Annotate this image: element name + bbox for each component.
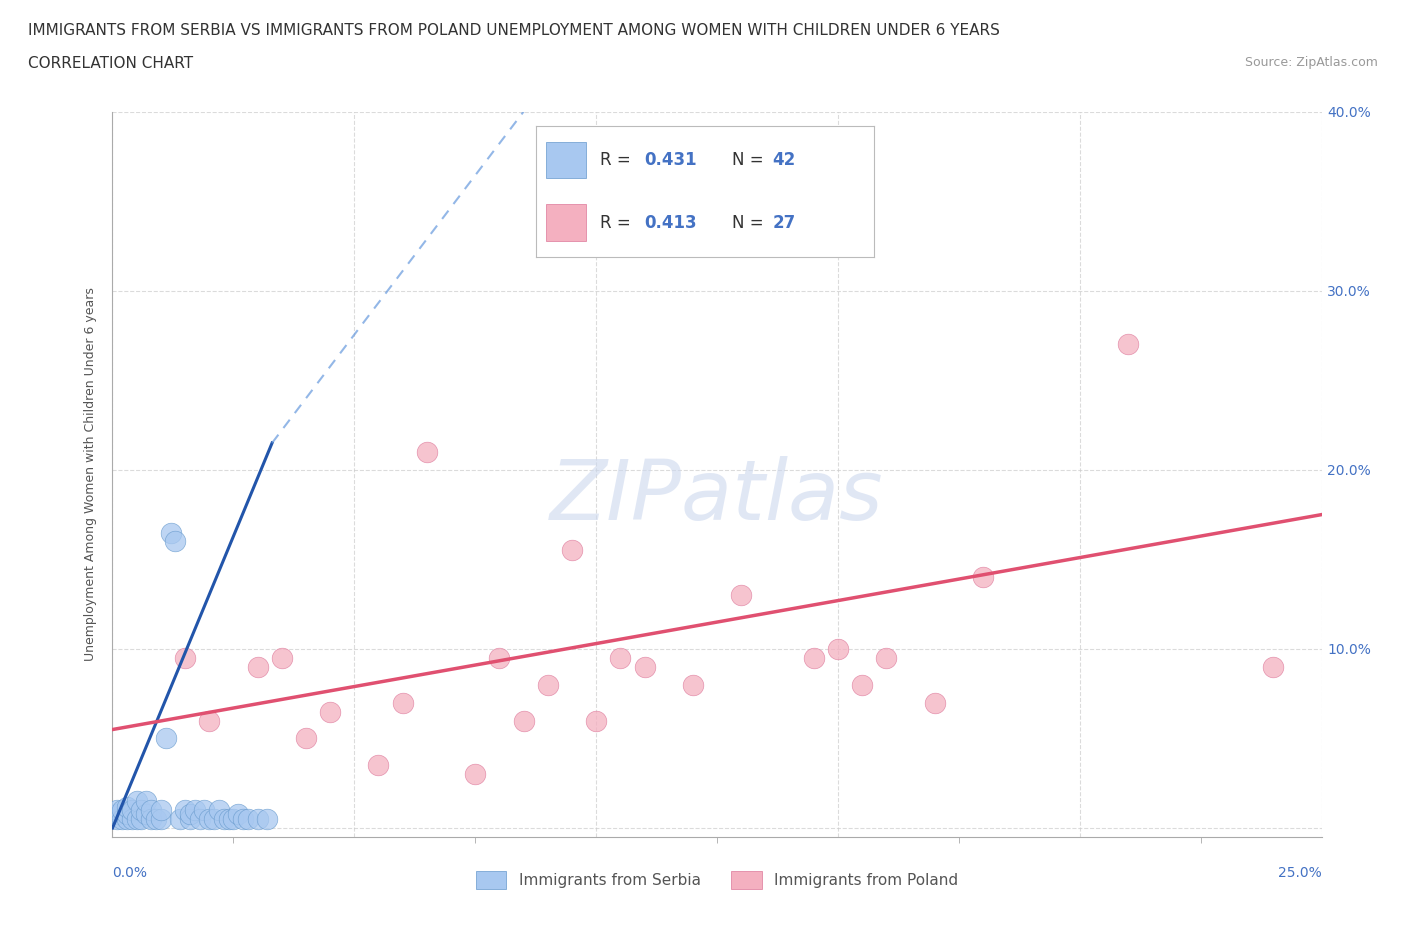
Point — [111, 812, 134, 827]
Point — [875, 650, 897, 665]
Point — [246, 659, 269, 674]
Point — [179, 806, 201, 821]
Text: IMMIGRANTS FROM SERBIA VS IMMIGRANTS FROM POLAND UNEMPLOYMENT AMONG WOMEN WITH C: IMMIGRANTS FROM SERBIA VS IMMIGRANTS FRO… — [28, 23, 1000, 38]
Point — [633, 659, 655, 674]
Point — [218, 812, 240, 827]
Point — [391, 696, 413, 711]
Point — [222, 812, 245, 827]
Point — [174, 803, 197, 817]
Point — [295, 731, 318, 746]
Point — [585, 713, 607, 728]
Point — [226, 806, 249, 821]
Point — [202, 812, 225, 827]
Point — [141, 803, 163, 817]
Point — [131, 803, 153, 817]
Point — [208, 803, 231, 817]
Point — [561, 543, 583, 558]
Point — [1263, 659, 1285, 674]
Point — [188, 812, 211, 827]
Point — [232, 812, 254, 827]
Point — [174, 650, 197, 665]
Point — [488, 650, 510, 665]
Point — [131, 812, 153, 827]
Point — [512, 713, 534, 728]
Point — [135, 793, 157, 808]
Point — [198, 713, 221, 728]
Point — [105, 806, 128, 821]
Point — [115, 799, 138, 814]
Point — [125, 793, 148, 808]
Text: 0.0%: 0.0% — [112, 866, 148, 880]
Point — [827, 642, 849, 657]
Point — [609, 650, 631, 665]
Point — [155, 731, 177, 746]
Point — [236, 812, 259, 827]
Point — [105, 812, 128, 827]
Point — [198, 812, 221, 827]
Point — [319, 704, 342, 719]
Point — [682, 677, 704, 692]
Point — [1116, 337, 1139, 352]
Text: Source: ZipAtlas.com: Source: ZipAtlas.com — [1244, 56, 1378, 69]
Point — [416, 445, 439, 459]
Point — [149, 803, 172, 817]
Point — [212, 812, 235, 827]
Point — [367, 758, 389, 773]
Point — [183, 803, 205, 817]
Point — [464, 767, 486, 782]
Point — [165, 534, 187, 549]
Point — [270, 650, 292, 665]
Point — [193, 803, 215, 817]
Point — [135, 806, 157, 821]
Point — [111, 803, 134, 817]
Point — [149, 812, 172, 827]
Text: ZIPatlas: ZIPatlas — [550, 456, 884, 537]
Point — [121, 803, 143, 817]
Point — [537, 677, 560, 692]
Point — [115, 812, 138, 827]
Point — [730, 588, 752, 603]
Point — [851, 677, 873, 692]
Text: CORRELATION CHART: CORRELATION CHART — [28, 56, 193, 71]
Point — [246, 812, 269, 827]
Point — [115, 806, 138, 821]
Point — [145, 812, 167, 827]
Point — [141, 812, 163, 827]
Point — [924, 696, 946, 711]
Legend: Immigrants from Serbia, Immigrants from Poland: Immigrants from Serbia, Immigrants from … — [470, 865, 965, 895]
Point — [105, 803, 128, 817]
Point — [169, 812, 191, 827]
Point — [256, 812, 278, 827]
Point — [803, 650, 825, 665]
Point — [972, 570, 994, 585]
Y-axis label: Unemployment Among Women with Children Under 6 years: Unemployment Among Women with Children U… — [83, 287, 97, 661]
Point — [125, 812, 148, 827]
Point — [121, 812, 143, 827]
Text: 25.0%: 25.0% — [1278, 866, 1322, 880]
Point — [159, 525, 181, 540]
Point — [179, 812, 201, 827]
